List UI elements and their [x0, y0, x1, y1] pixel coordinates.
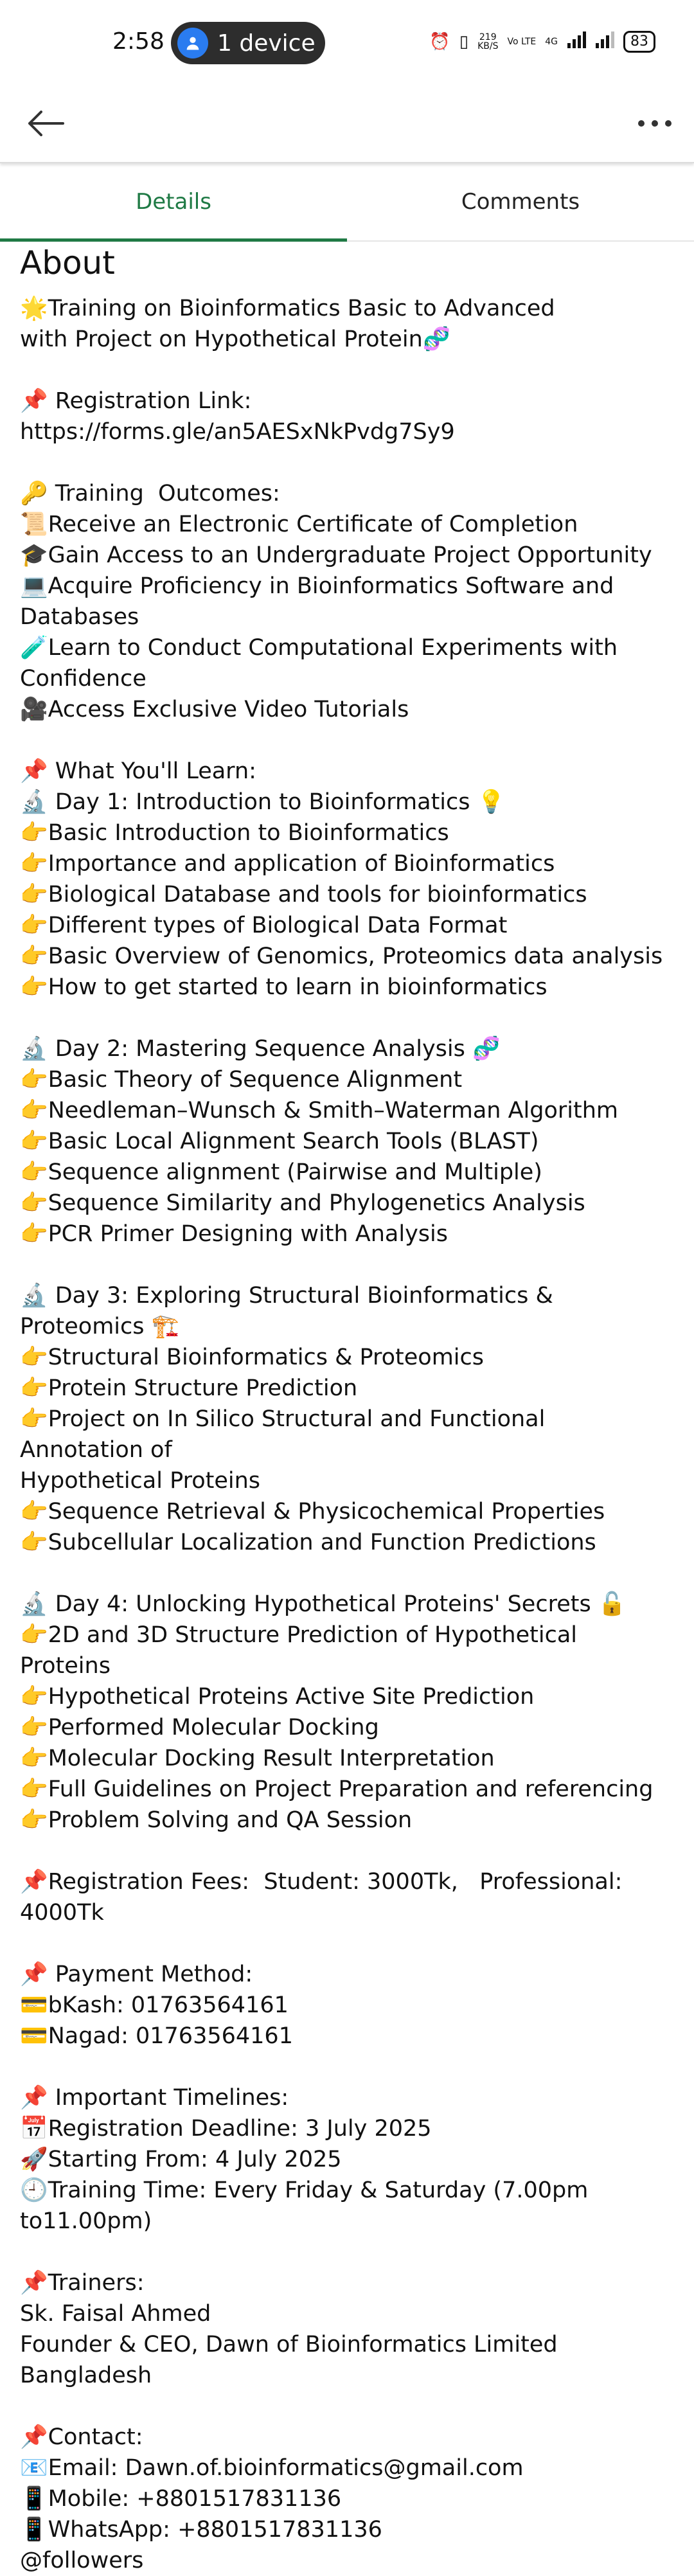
blank-line [20, 2391, 674, 2422]
description-line: Founder & CEO, Dawn of Bioinformatics Li… [20, 2332, 565, 2388]
tab-comments[interactable]: Comments [461, 189, 580, 215]
more-options-button[interactable] [632, 104, 677, 143]
description-line: 👉Sequence alignment (Pairwise and Multip… [20, 1159, 542, 1185]
tab-bar: Details Comments [0, 163, 694, 242]
vibrate-icon: ▯ [459, 32, 469, 51]
description-line: 💳bKash: 01763564161 [20, 1992, 289, 2018]
description-line: 👉Basic Introduction to Bioinformatics [20, 820, 449, 846]
description-line: 💻Acquire Proficiency in Bioinformatics S… [20, 573, 614, 599]
description-line: 📜Receive an Electronic Certificate of Co… [20, 512, 578, 537]
description-line: 👉How to get started to learn in bioinfor… [20, 974, 547, 1000]
description-line: 👉Hypothetical Proteins Active Site Predi… [20, 1684, 535, 1710]
blank-line [20, 355, 674, 386]
description-line: 📅Registration Deadline: 3 July 2025 [20, 2116, 432, 2142]
description-line: 👉2D and 3D Structure Prediction of Hypot… [20, 1622, 585, 1679]
description-line: 👉Basic Local Alignment Search Tools (BLA… [20, 1129, 539, 1154]
description-line: @followers [20, 2548, 144, 2573]
alarm-icon: ⏰ [429, 32, 450, 51]
description-line: 👉Subcellular Localization and Function P… [20, 1530, 596, 1555]
description-line: 📌 Important Timelines: [20, 2085, 289, 2111]
description-line: 👉Project on In Silico Structural and Fun… [20, 1406, 553, 1463]
description-line: 📌 What You'll Learn: [20, 758, 256, 784]
description-line: Sk. Faisal Ahmed [20, 2301, 211, 2327]
about-heading: About [20, 244, 115, 282]
status-icons: ⏰ ▯ 219 KB/S Vo LTE 4G 83 [429, 31, 655, 53]
signal-strength-icon [567, 31, 586, 53]
blank-line [20, 1003, 674, 1033]
description-line: 👉Basic Theory of Sequence Alignment [20, 1067, 463, 1093]
description-line: 👉Performed Molecular Docking [20, 1715, 379, 1740]
description-line: 👉Structural Bioinformatics & Proteomics [20, 1345, 484, 1370]
description-line: 👉Sequence Similarity and Phylogenetics A… [20, 1190, 585, 1216]
description-line: 🌟Training on Bioinformatics Basic to Adv… [20, 296, 555, 321]
blank-line [20, 2237, 674, 2267]
description-line: 🧪Learn to Conduct Computational Experime… [20, 635, 618, 661]
blank-line [20, 1249, 674, 1280]
blank-line [20, 1558, 674, 1589]
description-line: 🔑 Training Outcomes: [20, 481, 280, 506]
network-type: 4G [545, 37, 558, 47]
description-line: 👉Protein Structure Prediction [20, 1375, 358, 1401]
description-line: Hypothetical Proteins [20, 1468, 261, 1494]
battery-indicator: 83 [623, 31, 655, 53]
back-arrow-icon [28, 111, 64, 136]
description-line: 👉Needleman–Wunsch & Smith–Waterman Algor… [20, 1098, 619, 1123]
description-line: 📌 Registration Link: https://forms.gle/a… [20, 388, 455, 445]
hotspot-icon [177, 28, 208, 58]
description-line: 📧Email: Dawn.of.bioinformatics@gmail.com [20, 2455, 524, 2481]
description-line: 🔬 Day 1: Introduction to Bioinformatics … [20, 789, 506, 815]
description-line: 👉Basic Overview of Genomics, Proteomics … [20, 944, 663, 969]
description-line: 📌Trainers: [20, 2270, 145, 2296]
description-line: 👉Sequence Retrieval & Physicochemical Pr… [20, 1499, 605, 1525]
blank-line [20, 2052, 674, 2082]
description-line: 📱WhatsApp: +8801517831136 [20, 2517, 382, 2543]
back-button[interactable] [23, 104, 68, 143]
description-line: Confidence [20, 666, 147, 692]
volte-indicator: Vo LTE [507, 37, 537, 47]
description-line: 👉Biological Database and tools for bioin… [20, 882, 587, 908]
net-speed-value: 219 [479, 32, 497, 42]
description-line: 🎥Access Exclusive Video Tutorials [20, 697, 409, 722]
blank-line [20, 1836, 674, 1866]
tab-details[interactable]: Details [0, 163, 347, 242]
description-line: 👉PCR Primer Designing with Analysis [20, 1221, 448, 1247]
description-line: 📌Contact: [20, 2424, 143, 2450]
blank-line [20, 1928, 674, 1959]
description-line: 👉Importance and application of Bioinform… [20, 851, 555, 877]
description-line: 🔬 Day 4: Unlocking Hypothetical Proteins… [20, 1591, 627, 1617]
description-line: 4000Tk [20, 1900, 104, 1926]
app-toolbar [0, 87, 694, 163]
description-line: 📌Registration Fees: Student: 3000Tk, Pro… [20, 1869, 623, 1895]
status-time: 2:58 [112, 28, 165, 55]
description-line: 📌 Payment Method: [20, 1962, 253, 1987]
status-bar: 2:58 1 device ⏰ ▯ 219 KB/S Vo LTE 4G 83 [0, 0, 694, 87]
description-line: 🔬 Day 3: Exploring Structural Bioinforma… [20, 1283, 560, 1339]
description-line: 🔬 Day 2: Mastering Sequence Analysis 🧬 [20, 1036, 501, 1062]
description-line: 👉Molecular Docking Result Interpretation [20, 1746, 495, 1771]
signal-strength-icon-2 [595, 31, 614, 53]
device-count-label: 1 device [217, 30, 316, 57]
description-line: 🎓Gain Access to an Undergraduate Project… [20, 542, 652, 568]
description-line: 👉Full Guidelines on Project Preparation … [20, 1776, 654, 1802]
description-line: 💳Nagad: 01763564161 [20, 2023, 293, 2049]
description-line: 🚀Starting From: 4 July 2025 [20, 2147, 342, 2172]
blank-line [20, 447, 674, 478]
blank-line [20, 725, 674, 756]
description-line: 📱Mobile: +8801517831136 [20, 2486, 342, 2512]
description-line: 🕘Training Time: Every Friday & Saturday … [20, 2178, 596, 2234]
description-text: 🌟Training on Bioinformatics Basic to Adv… [20, 293, 674, 2576]
description-line: 👉Problem Solving and QA Session [20, 1807, 413, 1833]
description-line: with Project on Hypothetical Protein🧬 [20, 326, 451, 352]
net-speed: 219 KB/S [477, 33, 498, 51]
connected-devices-pill[interactable]: 1 device [171, 22, 325, 64]
more-dots-icon [638, 120, 672, 127]
description-line: 👉Different types of Biological Data Form… [20, 913, 508, 938]
details-content: About 🌟Training on Bioinformatics Basic … [0, 244, 694, 2576]
description-line: Databases [20, 604, 139, 630]
net-speed-unit: KB/S [477, 41, 499, 51]
